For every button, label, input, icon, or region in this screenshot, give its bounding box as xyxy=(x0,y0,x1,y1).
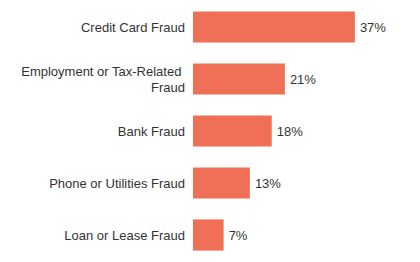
svg-text:Bank Fraud: Bank Fraud xyxy=(118,124,185,139)
svg-text:7%: 7% xyxy=(229,228,248,243)
svg-text:Credit Card Fraud: Credit Card Fraud xyxy=(81,20,185,35)
svg-text:Fraud: Fraud xyxy=(151,80,185,95)
svg-text:Phone or Utilities Fraud: Phone or Utilities Fraud xyxy=(49,176,185,191)
svg-text:37%: 37% xyxy=(360,20,386,35)
svg-text:13%: 13% xyxy=(255,176,281,191)
svg-text:Employment or Tax-Related: Employment or Tax-Related xyxy=(21,64,185,79)
svg-text:Loan or Lease Fraud: Loan or Lease Fraud xyxy=(64,228,185,243)
svg-text:21%: 21% xyxy=(290,72,316,87)
svg-text:18%: 18% xyxy=(277,124,303,139)
